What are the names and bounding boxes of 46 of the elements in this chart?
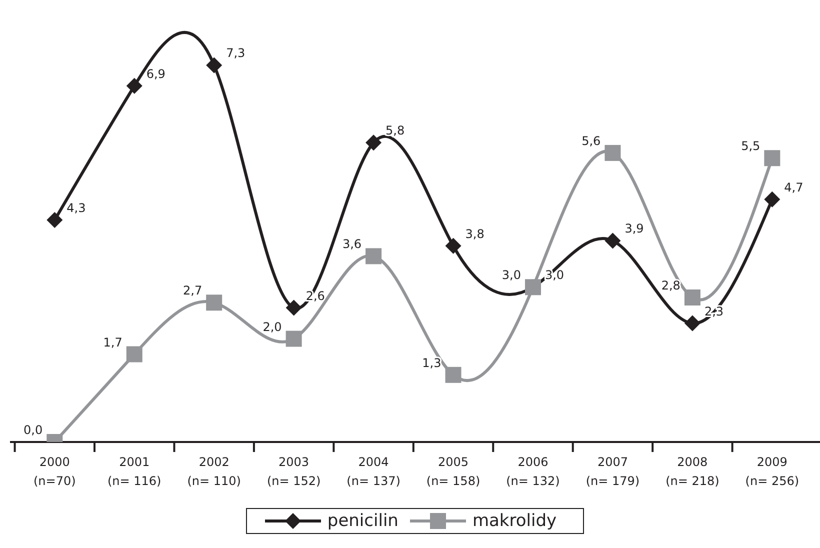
x-tick-label: 2006 (n= 132) xyxy=(506,455,560,488)
legend-label: penicilin xyxy=(327,511,398,531)
point xyxy=(206,294,222,311)
data-label: 6,9 xyxy=(146,66,166,81)
data-label: 5,6 xyxy=(582,134,601,148)
x-tick-label: 2003 (n= 152) xyxy=(266,455,321,488)
point xyxy=(366,248,382,264)
point xyxy=(684,315,700,332)
point xyxy=(286,330,302,347)
legend-label: makrolidy xyxy=(472,511,557,531)
point xyxy=(46,212,63,228)
x-tick-label: 2007 (n= 179) xyxy=(586,455,640,488)
point xyxy=(684,289,700,306)
point xyxy=(126,78,142,94)
point xyxy=(286,300,302,316)
x-tick-label: 2009 (n= 256) xyxy=(745,455,800,488)
data-label: 2,8 xyxy=(661,278,680,292)
data-label: 4,7 xyxy=(784,180,804,194)
data-label: 3,6 xyxy=(342,237,362,252)
point xyxy=(206,57,222,74)
data-label: 2,7 xyxy=(183,284,202,298)
data-label: 3,0 xyxy=(502,268,521,282)
data-label: 7,3 xyxy=(226,46,246,60)
data-label: 1,3 xyxy=(422,356,442,370)
point xyxy=(445,366,462,383)
x-tick-label: 2004 (n= 137) xyxy=(346,455,400,488)
x-tick-label: 2000 (n=70) xyxy=(33,455,76,488)
data-label: 5,8 xyxy=(386,124,405,138)
x-tick-label: 2005 (n= 158) xyxy=(426,455,480,488)
data-label: 1,7 xyxy=(103,335,122,350)
point xyxy=(445,238,462,254)
data-label: 3,9 xyxy=(624,222,644,236)
point xyxy=(604,232,621,249)
point xyxy=(764,191,780,208)
x-tick-label: 2008 (n= 218) xyxy=(666,455,720,488)
point xyxy=(764,150,780,166)
x-tick-label: 2001 (n= 116) xyxy=(107,455,162,488)
x-tick-label: 2002 (n= 110) xyxy=(187,455,241,488)
point xyxy=(366,134,382,151)
data-label: 0,0 xyxy=(24,423,43,437)
point xyxy=(604,144,621,161)
data-label: 4,3 xyxy=(66,201,86,216)
point xyxy=(126,346,142,362)
data-label: 3,8 xyxy=(465,226,484,241)
data-label: 2,0 xyxy=(262,320,282,334)
data-label: 5,5 xyxy=(741,139,760,154)
